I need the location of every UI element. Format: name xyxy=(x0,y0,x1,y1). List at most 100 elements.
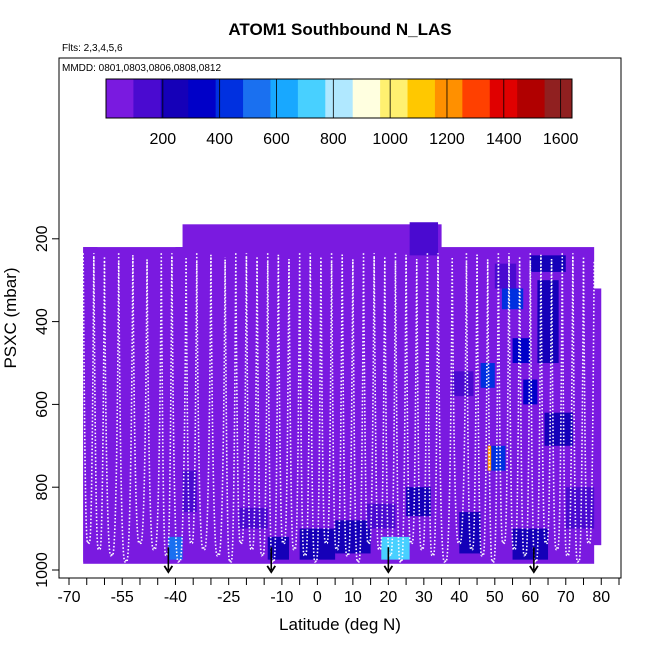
colorbar-swatch xyxy=(352,79,381,118)
profile-trace xyxy=(373,257,386,551)
x-tick-label: -25 xyxy=(217,589,240,606)
y-tick-label: 1000 xyxy=(34,552,51,588)
y-tick-label: 800 xyxy=(34,474,51,501)
profile-trace xyxy=(451,261,468,545)
profile-trace xyxy=(550,261,564,551)
profile-trace xyxy=(256,261,269,557)
colorbar-swatch xyxy=(106,79,134,118)
profile-trace xyxy=(572,257,585,563)
heatmap-cell xyxy=(491,445,506,471)
profile-trace xyxy=(288,261,301,551)
profile-trace xyxy=(103,261,120,557)
profile-trace xyxy=(266,253,280,563)
colorbar-tick-label: 1600 xyxy=(543,131,579,148)
heatmap-cell xyxy=(494,263,517,289)
colorbar-swatch xyxy=(188,79,217,118)
heatmap-cell xyxy=(459,512,481,554)
profile-trace xyxy=(486,261,500,563)
heatmap-background-top xyxy=(182,224,442,250)
profile-trace xyxy=(540,257,553,545)
dates-note: MMDD: 0801,0803,0806,0808,0812 xyxy=(62,63,221,74)
colorbar-swatch xyxy=(215,79,244,118)
colorbar-tick-label: 800 xyxy=(320,131,347,148)
heatmap-cell xyxy=(406,487,431,517)
x-tick-label: -40 xyxy=(164,589,187,606)
profile-trace xyxy=(476,257,489,557)
profile-trace xyxy=(415,261,429,551)
profile-trace xyxy=(132,257,148,545)
flights-note: Flts: 2,3,4,5,6 xyxy=(62,43,123,54)
y-tick-label: 600 xyxy=(34,391,51,418)
profile-trace xyxy=(309,257,322,563)
colorbar-swatch xyxy=(517,79,546,118)
colorbar-tick-label: 1200 xyxy=(429,131,465,148)
y-axis-label: PSXC (mbar) xyxy=(1,267,20,368)
x-tick-label: 60 xyxy=(521,589,539,606)
heatmap-cell xyxy=(565,487,595,529)
heatmap-background-right xyxy=(587,288,602,546)
x-tick-label: -10 xyxy=(270,589,293,606)
y-tick-label: 400 xyxy=(34,308,51,335)
x-tick-label: -70 xyxy=(57,589,80,606)
heatmap-cell xyxy=(239,507,268,529)
profile-trace xyxy=(384,261,397,557)
colorbar-swatch xyxy=(160,79,189,118)
profile-trace xyxy=(437,257,454,563)
profile-trace xyxy=(561,253,574,557)
profile-arrow xyxy=(383,547,394,574)
x-tick-label: 70 xyxy=(557,589,575,606)
heatmap-cell xyxy=(299,528,336,560)
heatmap-cells xyxy=(83,222,602,564)
colorbar: 200 400 600 800 1000 1200 1400 1600 xyxy=(105,78,579,148)
profile-trace xyxy=(341,257,354,557)
x-tick-label: 50 xyxy=(486,589,504,606)
heatmap-cell xyxy=(182,470,197,513)
x-tick-label: 10 xyxy=(344,589,362,606)
colorbar-swatch xyxy=(270,79,299,118)
x-tick-label: 80 xyxy=(592,589,610,606)
profile-trace xyxy=(394,253,407,563)
heatmap-cell xyxy=(83,247,98,562)
heatmap-cell xyxy=(452,371,474,397)
heatmap-cell xyxy=(512,528,549,560)
profile-trace xyxy=(465,253,478,551)
x-axis: -70 -55 -40 -25 -10 0 10 20 30 40 50 60 70 80 xyxy=(57,577,620,606)
profile-trace xyxy=(245,257,258,551)
colorbar-swatch xyxy=(434,79,463,118)
profile-trace xyxy=(529,253,542,563)
colorbar-frame xyxy=(105,78,573,119)
x-tick-label: -55 xyxy=(111,589,134,606)
profile-trace xyxy=(224,261,237,563)
profile-trace xyxy=(320,261,333,545)
heatmap-cell xyxy=(523,379,538,405)
chart-title: ATOM1 Southbound N_LAS xyxy=(228,20,451,39)
heatmap-cell xyxy=(175,247,194,330)
x-tick-label: 0 xyxy=(313,589,322,606)
heatmap-cell xyxy=(530,255,566,272)
heatmap-cell xyxy=(168,536,183,560)
profile-trace xyxy=(362,253,375,545)
profile-trace xyxy=(185,261,198,545)
colorbar-swatch xyxy=(462,79,491,118)
profile-arrow xyxy=(163,547,174,574)
profile-trace xyxy=(146,261,163,551)
profile-trace xyxy=(210,257,226,557)
colorbar-swatch xyxy=(243,79,271,118)
colorbar-swatch xyxy=(133,79,162,118)
x-tick-label: 20 xyxy=(379,589,397,606)
heatmap-cell xyxy=(501,288,524,310)
profile-trace xyxy=(330,253,344,551)
profile-trace xyxy=(82,253,95,545)
colorbar-swatch xyxy=(544,79,573,118)
colorbar-swatch xyxy=(297,79,326,118)
profile-trace xyxy=(518,261,532,557)
y-tick-label: 200 xyxy=(34,225,51,252)
profile-trace xyxy=(298,253,312,557)
profile-trace xyxy=(93,257,106,551)
profile-trace xyxy=(508,257,521,551)
profile-trace xyxy=(426,253,439,557)
heatmap-cell xyxy=(409,222,439,256)
colorbar-tick-label: 1400 xyxy=(486,131,522,148)
colorbar-tick-label: 600 xyxy=(263,131,290,148)
heatmap-cell xyxy=(537,280,559,363)
